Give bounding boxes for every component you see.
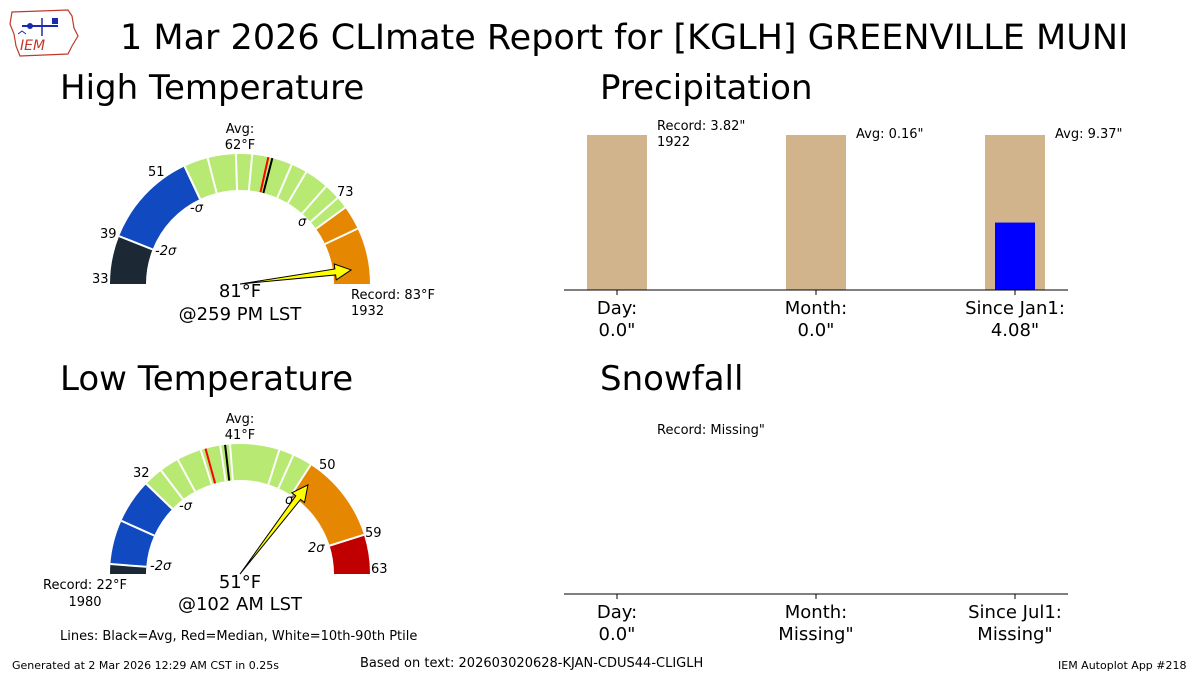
- gauge-percentile-line: [290, 464, 312, 496]
- footer-app: IEM Autoplot App #218: [1058, 659, 1187, 672]
- gauge-band: [316, 207, 358, 244]
- precip-month-label: Month:: [784, 298, 848, 319]
- snow-day-value: 0.0": [598, 624, 636, 645]
- gauge-band: [291, 464, 364, 546]
- report-title: 1 Mar 2026 CLImate Report for [KGLH] GRE…: [120, 18, 1129, 58]
- snow-chart: [564, 593, 1068, 599]
- precip-avg-bar: [587, 135, 647, 290]
- low-temp-gauge: [110, 444, 370, 575]
- high-avg-value: 62°F: [224, 138, 256, 153]
- low-tick-label: 32: [133, 466, 150, 481]
- gauge-median-line: [204, 448, 217, 484]
- high-observed: 81°F: [218, 281, 262, 302]
- gauge-percentile-line: [120, 519, 155, 537]
- low-temp-title: Low Temperature: [60, 359, 354, 399]
- gauge-band: [119, 166, 200, 250]
- low-sigma-label: 2σ: [308, 541, 325, 556]
- gauge-percentile-line: [301, 185, 327, 215]
- low-observed: 51°F: [218, 572, 262, 593]
- gauge-percentile-line: [247, 154, 254, 191]
- high-tick-label: 39: [100, 227, 117, 242]
- low-tick-label: 63: [371, 562, 388, 577]
- precip-chart: [564, 135, 1068, 295]
- precip-observed-bar: [995, 222, 1035, 290]
- low-avg-label: Avg:: [225, 412, 255, 427]
- precip-avg-bar: [786, 135, 846, 290]
- precip-month-annotation: Avg: 0.16": [856, 127, 924, 142]
- snow-month-value: Missing": [778, 624, 854, 645]
- high-temp-title: High Temperature: [60, 68, 365, 108]
- snow-jul-value: Missing": [977, 624, 1053, 645]
- gauge-needle: [239, 484, 309, 575]
- high-record-year: 1932: [351, 304, 385, 319]
- gauge-percentile-line: [276, 164, 293, 199]
- high-tick-label: 73: [337, 185, 354, 200]
- precip-day-annotation-year: 1922: [657, 135, 691, 150]
- low-tick-label: 59: [365, 526, 382, 541]
- gauge-avg-line: [262, 157, 274, 194]
- snow-day-label: Day:: [596, 602, 638, 623]
- precip-title: Precipitation: [600, 68, 813, 108]
- gauge-percentile-line: [110, 563, 147, 568]
- gauge-median-line: [259, 156, 270, 193]
- snow-title: Snowfall: [600, 359, 744, 399]
- precip-day-label: Day:: [596, 298, 638, 319]
- gauge-percentile-line: [206, 157, 218, 194]
- gauge-percentile-line: [219, 445, 227, 482]
- gauge-percentile-line: [160, 470, 184, 500]
- gauge-percentile-line: [177, 459, 196, 492]
- low-record-year: 1980: [68, 595, 102, 610]
- high-sigma-label: -2σ: [155, 244, 177, 259]
- gauge-percentile-line: [315, 206, 346, 230]
- high-tick-label: 33: [92, 272, 109, 287]
- low-tick-label: 50: [319, 458, 336, 473]
- gauge-percentile-line: [267, 449, 281, 485]
- gauge-percentile-line: [277, 454, 295, 489]
- high-temp-gauge: [110, 154, 370, 285]
- gauge-percentile-line: [183, 165, 201, 200]
- footer-generated: Generated at 2 Mar 2026 12:29 AM CST in …: [12, 659, 279, 672]
- low-record-label: Record: 22°F: [43, 578, 127, 593]
- precip-month-value: 0.0": [797, 320, 835, 341]
- gauge-percentile-line: [145, 483, 173, 510]
- legend-note: Lines: Black=Avg, Red=Median, White=10th…: [60, 629, 418, 644]
- high-record-label: Record: 83°F: [351, 288, 435, 303]
- gauge-percentile-line: [229, 444, 234, 481]
- high-avg-label: Avg:: [225, 122, 255, 137]
- low-sigma-label: -2σ: [150, 559, 172, 574]
- precip-day-annotation: Record: 3.82": [657, 119, 746, 134]
- gauge-percentile-line: [329, 533, 365, 547]
- high-sigma-label: σ: [298, 215, 307, 230]
- high-observed-time: @259 PM LST: [178, 304, 302, 325]
- gauge-percentile-line: [309, 197, 339, 223]
- iem-logo: IEM: [9, 9, 79, 57]
- gauge-band: [329, 534, 370, 574]
- gauge-band: [110, 236, 153, 284]
- gauge-percentile-line: [286, 171, 308, 204]
- high-sigma-label: -σ: [190, 201, 203, 216]
- gauge-percentile-line: [199, 449, 213, 485]
- footer-source: Based on text: 202603020628-KJAN-CDUS44-…: [360, 656, 704, 671]
- logo-text: IEM: [20, 38, 45, 54]
- gauge-band: [110, 483, 173, 567]
- low-sigma-label: σ: [285, 493, 294, 508]
- low-sigma-label: -σ: [179, 499, 192, 514]
- precip-jan-value: 4.08": [990, 320, 1040, 341]
- snow-annotation: Record: Missing": [657, 423, 765, 438]
- high-tick-label: 51: [148, 165, 165, 180]
- gauge-percentile-line: [324, 227, 359, 245]
- precip-day-value: 0.0": [598, 320, 636, 341]
- gauge-percentile-line: [118, 235, 153, 251]
- gauge-needle: [239, 263, 353, 285]
- snow-jul-label: Since Jul1:: [968, 602, 1062, 623]
- gauge-avg-line: [224, 444, 231, 481]
- precip-jan-label: Since Jan1:: [965, 298, 1065, 319]
- low-observed-time: @102 AM LST: [177, 594, 303, 615]
- gauge-percentile-line: [234, 154, 239, 191]
- low-avg-value: 41°F: [224, 428, 256, 443]
- snow-month-label: Month:: [784, 602, 848, 623]
- precip-jan-annotation: Avg: 9.37": [1055, 127, 1123, 142]
